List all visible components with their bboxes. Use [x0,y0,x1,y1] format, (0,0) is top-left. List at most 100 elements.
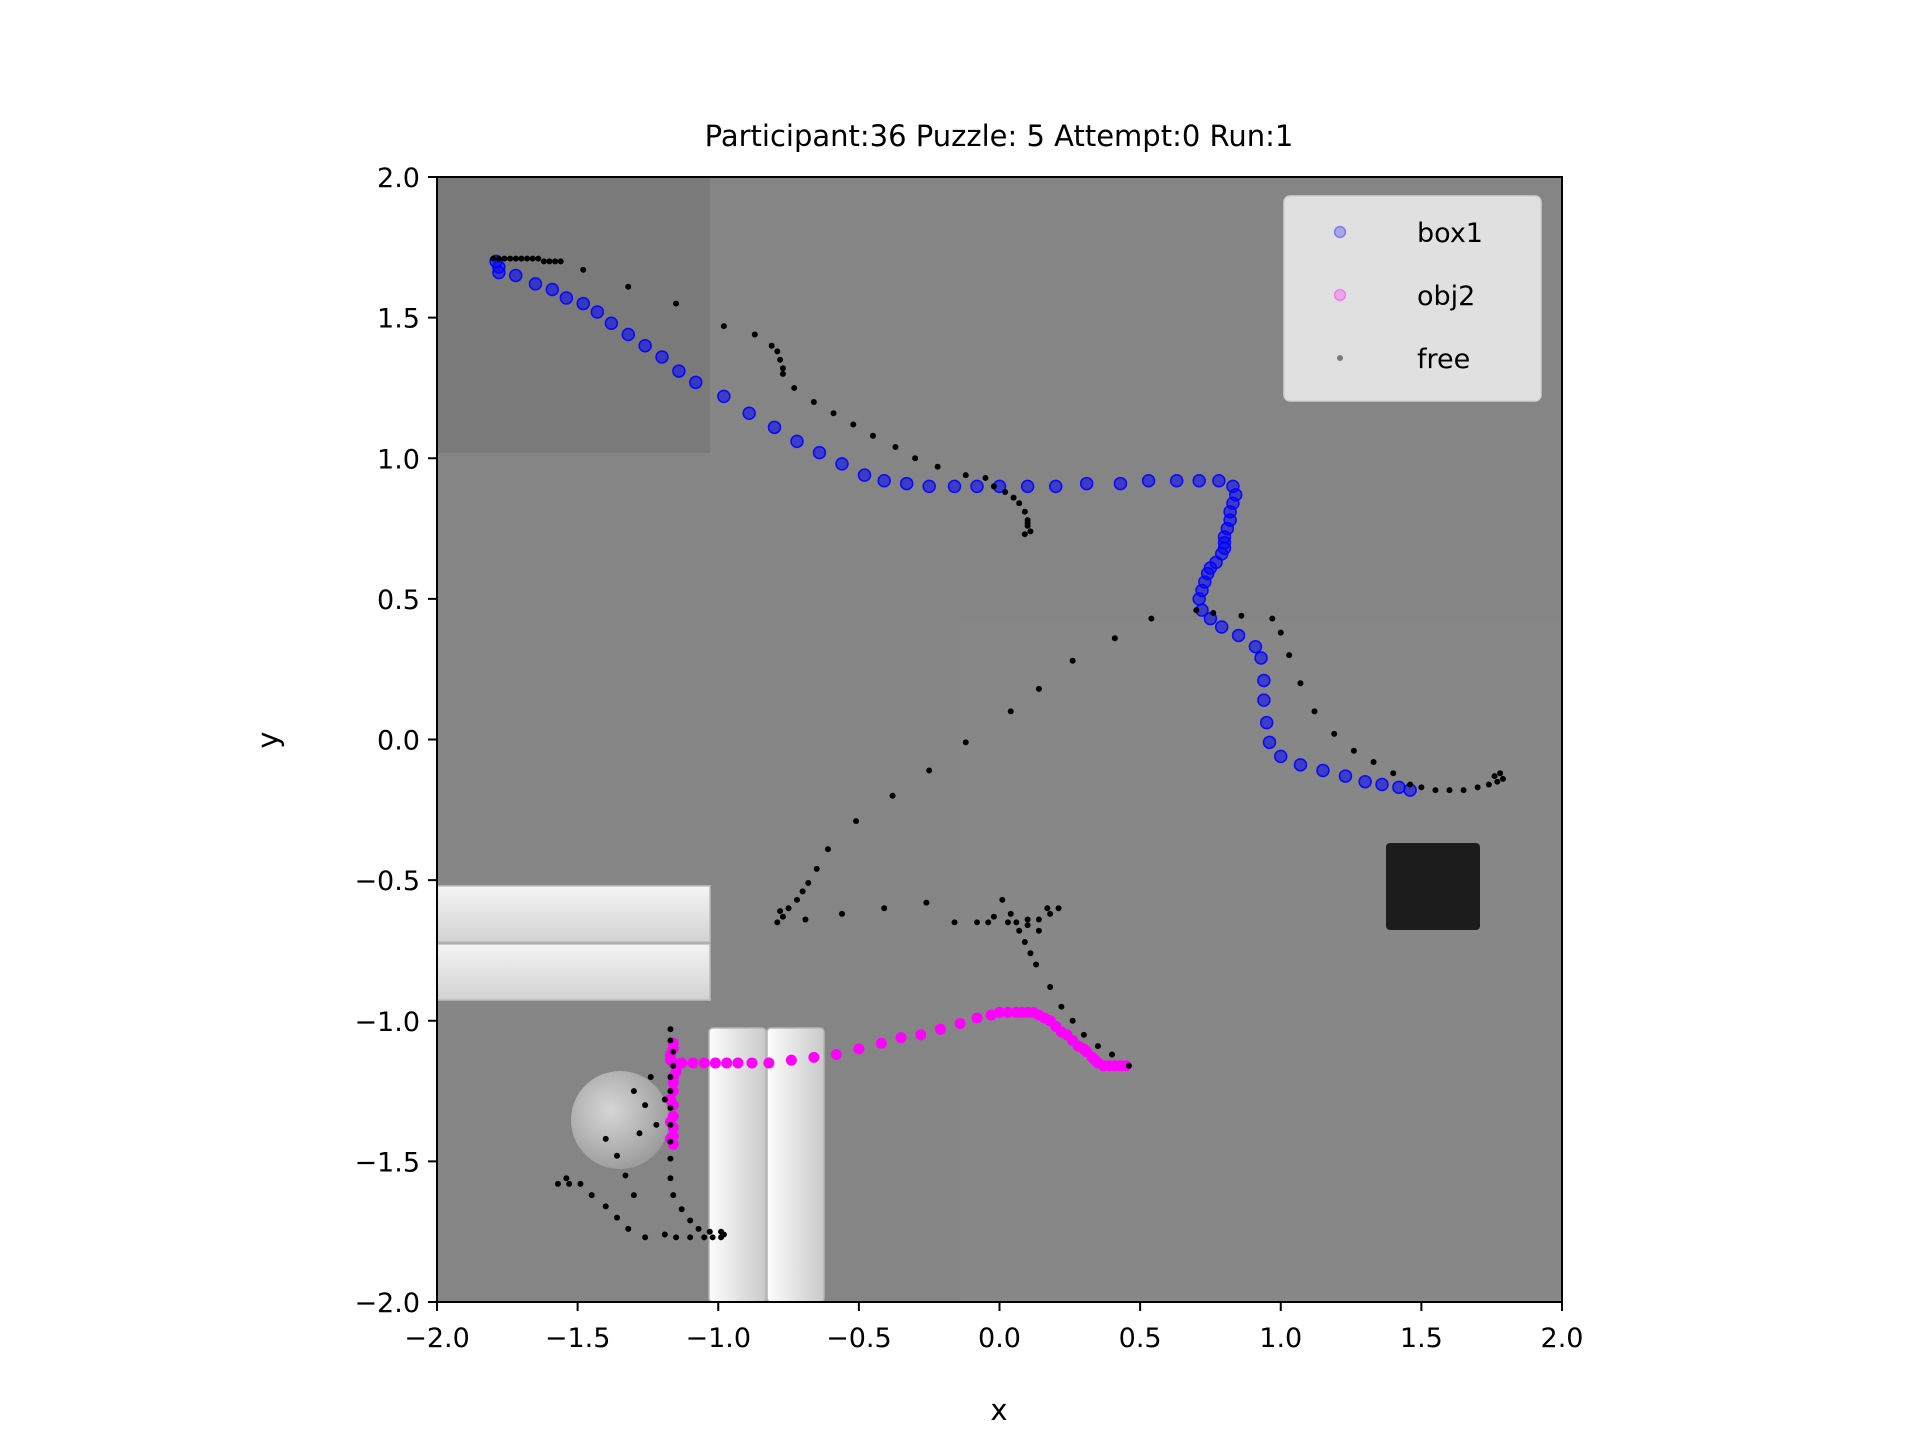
free-point [1485,781,1492,788]
box1-point [1338,769,1353,783]
free-point [535,255,542,262]
box1-point [790,434,804,449]
free-point [670,1192,677,1199]
series-box1 [489,254,1417,797]
chart-title: Participant:36 Puzzle: 5 Attempt:0 Run:1 [705,119,1294,153]
y-tick-label: −0.5 [354,866,420,897]
free-point [667,1121,674,1128]
free-point [1331,730,1338,737]
legend-marker-obj2 [1333,288,1347,302]
free-point [667,1026,674,1033]
obj2-point [732,1057,744,1069]
free-point [1148,615,1155,622]
free-point [889,792,896,799]
free-point [839,910,845,917]
obj2-point [664,1094,676,1105]
free-point [1080,1031,1087,1038]
box1-point [1113,476,1128,491]
free-point [813,865,820,872]
box1-point [1248,639,1263,654]
scene-floor-lighter [960,620,1562,1302]
box1-point [1375,777,1389,792]
free-point [802,916,809,923]
free-point [1210,609,1217,616]
box1-point [1169,474,1184,488]
obj2-point [853,1043,865,1055]
free-point [1350,747,1357,754]
free-point [706,1228,713,1235]
free-point [667,1037,674,1044]
free-point [630,1192,637,1199]
free-point [1491,773,1498,780]
x-tick-label: 1.5 [1400,1323,1443,1354]
x-axis-label: x [990,1393,1007,1427]
free-point [667,1074,674,1080]
free-point [1269,615,1276,622]
free-point [701,1234,708,1241]
free-point [999,896,1006,903]
free-point [853,818,860,825]
free-point [667,1175,674,1182]
x-tick-label: −0.5 [826,1323,892,1354]
free-point [962,739,969,746]
box1-point [528,277,543,291]
box1-point [857,468,872,482]
free-point [1010,494,1017,501]
free-point [540,258,547,265]
scene-post-left [708,1027,767,1302]
scene-disc [571,1071,669,1169]
free-point [636,1130,643,1137]
box1-point [1020,479,1035,494]
free-point [777,908,784,915]
box1-point [742,406,756,420]
box1-point [1254,651,1268,665]
y-tick-label: 0.0 [377,726,420,757]
free-point [642,1102,649,1109]
free-point [1497,770,1504,777]
box1-point [1257,673,1271,688]
free-point [1311,708,1318,715]
free-point [1044,905,1051,912]
free-point [824,846,831,853]
legend-marker-box1 [1333,225,1347,239]
free-point [799,888,806,895]
free-point [667,1138,674,1145]
free-point [673,300,680,307]
box1-point [922,479,936,494]
box1-point [1214,620,1229,634]
free-point [805,879,812,886]
box1-point [1212,474,1226,488]
free-point [850,421,857,428]
legend-label-free: free [1417,344,1470,375]
free-point [546,258,553,265]
free-point [507,255,514,262]
free-point [1035,916,1042,923]
y-tick-label: 2.0 [377,163,420,194]
free-point [1007,708,1014,715]
box1-point [590,305,605,319]
legend-label-obj2: obj2 [1417,281,1475,312]
free-point [951,919,958,926]
legend-box [1283,195,1542,402]
x-tick-label: 0.5 [1119,1323,1162,1354]
free-point [779,913,786,920]
free-point [529,255,536,262]
free-point [1047,984,1054,990]
x-tick-label: 2.0 [1541,1323,1584,1354]
obj2-point [785,1054,797,1066]
free-point [490,255,497,262]
free-point [552,258,559,265]
obj2-point [830,1049,842,1060]
box1-point [1231,628,1246,643]
y-tick-label: 1.0 [377,444,420,475]
free-point [768,342,775,349]
free-point [779,365,786,372]
legend: box1 obj2 free [1283,195,1542,402]
box1-point [509,268,523,283]
free-point [1494,778,1501,785]
free-point [1024,922,1031,929]
box1-point [899,476,914,491]
free-point [1474,784,1481,791]
free-point [667,1088,674,1095]
obj2-point [763,1057,775,1069]
